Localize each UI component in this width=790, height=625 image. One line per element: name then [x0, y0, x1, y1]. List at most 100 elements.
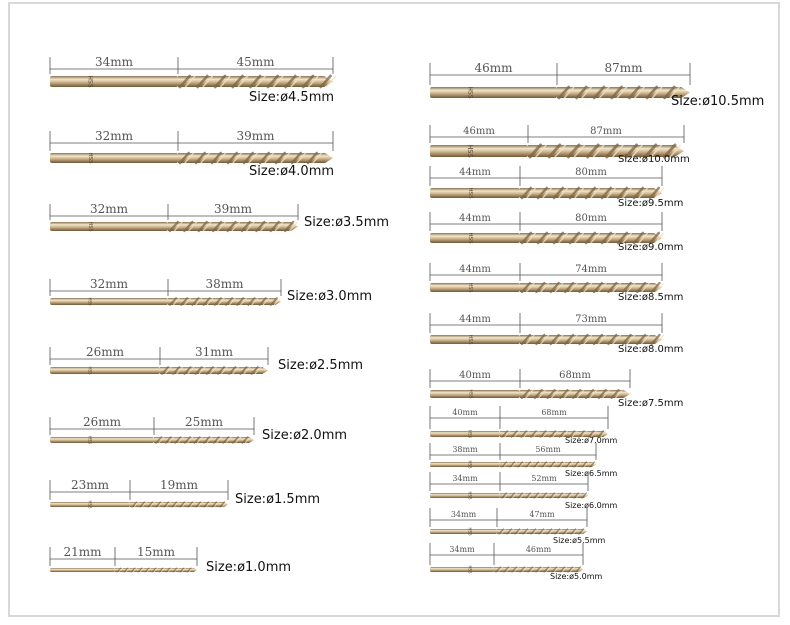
- shank-length-label: 34mm: [452, 474, 478, 483]
- size-label: Size:ø9.0mm: [618, 242, 683, 253]
- size-label: Size:ø4.0mm: [249, 164, 334, 179]
- flute-length-label: 15mm: [137, 545, 176, 559]
- dimension-line: [429, 369, 631, 388]
- size-label: Size:ø1.5mm: [235, 492, 320, 507]
- bit-engraving: HSS: [468, 430, 473, 439]
- dimension-line: [429, 263, 663, 281]
- drill-bit-icon: HSS: [430, 389, 630, 399]
- size-label: Size:ø5.0mm: [550, 572, 603, 581]
- drill-bit-icon: HSS: [430, 333, 665, 346]
- left_column-row-3: 32mm 39mm HSS Size:ø3.5mm: [49, 202, 389, 233]
- flute-length-label: 39mm: [214, 202, 253, 216]
- flute-length-label: 87mm: [604, 61, 643, 75]
- left_column-row-1: 34mm 45mm HSS Size:ø4.5mm: [49, 55, 337, 105]
- flute-length-label: 38mm: [205, 277, 244, 291]
- left_column-row-8: 21mm 15mm Size:ø1.0mm: [49, 545, 291, 575]
- bit-engraving: HSS: [466, 144, 474, 157]
- dimension-line: [429, 166, 663, 186]
- bit-engraving: HSS: [468, 491, 473, 500]
- size-label: Size:ø1.0mm: [206, 560, 291, 575]
- drill-bit-icon: HSS: [430, 430, 608, 439]
- dimension-line: [429, 406, 609, 429]
- flute-length-label: 47mm: [529, 510, 555, 519]
- size-label: Size:ø7.0mm: [565, 436, 618, 445]
- size-label: Size:ø8.0mm: [618, 344, 683, 355]
- shank-length-label: 32mm: [90, 202, 129, 216]
- size-label: Size:ø4.5mm: [249, 90, 334, 105]
- bit-engraving: HSS: [467, 232, 473, 244]
- flute-length-label: 68mm: [541, 408, 567, 417]
- shank-length-label: 26mm: [83, 415, 122, 429]
- right_column-row-9: 38mm 56mm HSS Size:ø6.5mm: [429, 443, 618, 478]
- flute-length-label: 45mm: [236, 55, 275, 69]
- size-label: Size:ø3.5mm: [304, 215, 389, 230]
- drill-bit-icon: HSS: [430, 143, 684, 159]
- shank-length-label: 40mm: [459, 370, 491, 381]
- right_column-row-4: 44mm 80mm HSS Size:ø9.0mm: [429, 212, 683, 253]
- drill-bit-icon: HSS: [50, 297, 281, 306]
- right_column-row-5: 44mm 74mm HSS Size:ø8.5mm: [429, 263, 683, 303]
- drill-bit-icon: HSS: [50, 151, 333, 165]
- flute-length-label: 39mm: [236, 129, 275, 143]
- right_column-row-8: 40mm 68mm HSS Size:ø7.0mm: [429, 406, 618, 445]
- drill-bit-icon: HSS: [50, 366, 268, 375]
- bit-engraving: HSS: [468, 527, 473, 536]
- size-label: Size:ø7.5mm: [618, 398, 683, 409]
- flute-length-label: 56mm: [535, 445, 561, 454]
- flute-length-label: 68mm: [559, 370, 591, 381]
- shank-length-label: 26mm: [86, 345, 125, 359]
- flute-length-label: 73mm: [575, 314, 607, 325]
- right_column-row-11: 34mm 47mm HSS Size:ø5.5mm: [429, 508, 606, 545]
- flute-length-label: 74mm: [575, 264, 607, 275]
- left_column-row-7: 23mm 19mm HSS Size:ø1.5mm: [49, 478, 320, 509]
- right_column-row-6: 44mm 73mm HSS Size:ø8.0mm: [429, 313, 683, 355]
- left_column-row-2: 32mm 39mm HSS Size:ø4.0mm: [49, 129, 334, 179]
- bit-engraving: HSS: [467, 86, 474, 98]
- bit-engraving: HSS: [88, 436, 93, 445]
- left_column-row-4: 32mm 38mm HSS Size:ø3.0mm: [49, 277, 372, 306]
- size-label: Size:ø8.5mm: [618, 292, 683, 303]
- bit-engraving: HSS: [468, 460, 473, 469]
- dimension-line: [49, 204, 299, 220]
- dimension-line: [49, 347, 269, 365]
- bit-engraving: HSS: [468, 565, 473, 574]
- image-frame: [8, 2, 780, 617]
- dimension-line: [429, 543, 584, 565]
- bit-engraving: HSS: [88, 366, 93, 375]
- dimension-line: [429, 508, 588, 527]
- dimension-line: [429, 472, 589, 491]
- size-label: Size:ø3.0mm: [287, 289, 372, 304]
- drill-bit-icon: HSS: [430, 85, 690, 100]
- right_column-row-10: 34mm 52mm HSS Size:ø6.0mm: [429, 472, 618, 510]
- size-label: Size:ø2.0mm: [262, 428, 347, 443]
- flute-length-label: 25mm: [185, 415, 224, 429]
- drill-bit-icon: HSS: [430, 565, 584, 574]
- dimension-line: [49, 417, 255, 435]
- dimension-line: [429, 443, 597, 460]
- bit-engraving: HSS: [88, 500, 93, 509]
- drill-bit-icon: HSS: [430, 491, 590, 500]
- shank-length-label: 46mm: [463, 126, 495, 137]
- left_column-row-6: 26mm 25mm HSS Size:ø2.0mm: [49, 415, 347, 445]
- bit-engraving: HSS: [467, 283, 473, 293]
- shank-length-label: 44mm: [459, 167, 491, 178]
- shank-length-label: 21mm: [63, 545, 102, 559]
- shank-length-label: 44mm: [459, 264, 491, 275]
- bit-engraving: HSS: [467, 187, 473, 199]
- dimension-line: [49, 279, 282, 296]
- right_column-row-2: 46mm 87mm HSS Size:ø10.0mm: [429, 125, 690, 165]
- dimension-line: [429, 212, 663, 231]
- shank-length-label: 23mm: [71, 478, 110, 492]
- flute-length-label: 52mm: [531, 474, 557, 483]
- size-label: Size:ø2.5mm: [278, 358, 363, 373]
- shank-length-label: 44mm: [459, 314, 491, 325]
- flute-length-label: 19mm: [160, 478, 199, 492]
- flute-length-label: 80mm: [575, 167, 607, 178]
- drill-bit-icon: HSS: [50, 220, 298, 233]
- drill-bit-icon: HSS: [430, 281, 665, 294]
- drill-bit-icon: HSS: [430, 186, 665, 200]
- bit-engraving: HSS: [88, 297, 93, 306]
- shank-length-label: 40mm: [452, 408, 478, 417]
- left_column-row-5: 26mm 31mm HSS Size:ø2.5mm: [49, 345, 363, 375]
